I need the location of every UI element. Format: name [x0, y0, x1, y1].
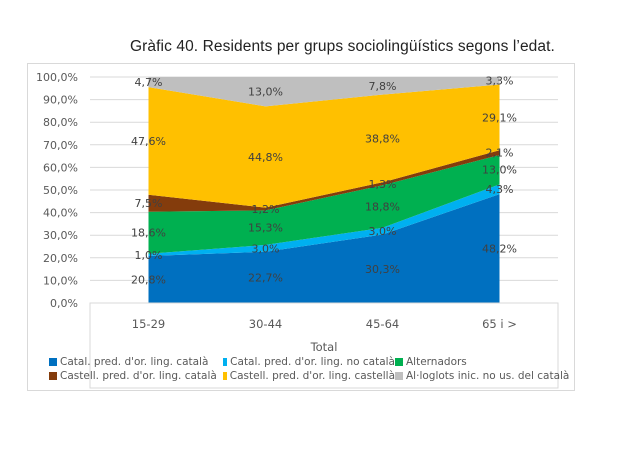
area-5 — [148, 77, 500, 107]
legend-item[interactable]: Catal. pred. d'or. ling. català — [49, 355, 223, 369]
x-axis-title: Total — [310, 340, 338, 354]
legend-swatch — [49, 372, 57, 380]
data-label: 15,3% — [248, 222, 283, 235]
y-tick-label: 20,0% — [43, 252, 78, 265]
legend-item[interactable]: Alternadors — [395, 355, 467, 369]
data-label: 30,3% — [365, 263, 400, 276]
data-label: 18,6% — [131, 227, 166, 240]
data-label: 7,8% — [369, 80, 397, 93]
data-label: 13,0% — [248, 86, 283, 99]
y-tick-label: 80,0% — [43, 116, 78, 129]
legend-label: Castell. pred. d'or. ling. català — [60, 370, 217, 382]
data-label: 4,3% — [486, 183, 514, 196]
data-labels: 20,8% 22,7% 30,3% 48,2% 1,0% 3,0% 3,0% 4,3% 18,6… — [131, 75, 517, 287]
chart-title: Gràfic 40. Residents per grups socioling… — [130, 38, 555, 55]
y-tick-label: 30,0% — [43, 229, 78, 242]
data-label: 20,8% — [131, 273, 166, 286]
x-tick-label: 15-29 — [132, 317, 165, 331]
legend-swatch — [49, 358, 57, 366]
legend-swatch — [223, 372, 227, 380]
area-3 — [148, 150, 500, 212]
legend: Catal. pred. d'or. ling. català Catal. p… — [49, 355, 589, 383]
legend-row-2: Castell. pred. d'or. ling. català Castel… — [49, 369, 589, 383]
legend-label: Alternadors — [406, 356, 467, 368]
data-label: 38,8% — [365, 132, 400, 145]
legend-item[interactable]: Al·loglots inic. no us. del català — [395, 369, 569, 383]
x-tick-label: 45-64 — [366, 317, 399, 331]
area-4 — [148, 84, 500, 208]
data-label: 3,0% — [252, 242, 280, 255]
x-axis-box — [89, 302, 559, 389]
y-axis-ticks: 0,0% 10,0% 20,0% 30,0% 40,0% 50,0% 60,0% 70,0% 8… — [36, 71, 78, 310]
data-label: 1,3% — [369, 178, 397, 191]
legend-item[interactable]: Castell. pred. d'or. ling. català — [49, 369, 223, 383]
legend-swatch — [395, 372, 403, 380]
x-tick-label: 65 i > — [482, 317, 517, 331]
data-label: 47,6% — [131, 135, 166, 148]
y-tick-label: 70,0% — [43, 139, 78, 152]
data-label: 44,8% — [248, 151, 283, 164]
legend-row-1: Catal. pred. d'or. ling. català Catal. p… — [49, 355, 589, 369]
y-tick-label: 60,0% — [43, 161, 78, 174]
x-tick-label: 30-44 — [249, 317, 282, 331]
y-tick-label: 100,0% — [36, 71, 78, 84]
data-label: 13,0% — [482, 164, 517, 177]
area-0 — [148, 194, 500, 303]
legend-item[interactable]: Castell. pred. d'or. ling. castellà — [223, 369, 395, 383]
y-tick-label: 0,0% — [50, 297, 78, 310]
data-label: 4,7% — [135, 76, 163, 89]
legend-label: Castell. pred. d'or. ling. castellà — [229, 370, 395, 382]
area-series — [148, 77, 500, 303]
area-2 — [148, 154, 500, 254]
data-label: 48,2% — [482, 243, 517, 256]
data-label: 2,1% — [486, 147, 514, 160]
legend-label: Al·loglots inic. no us. del català — [406, 370, 570, 382]
legend-label: Catal. pred. d'or. ling. català — [60, 356, 209, 368]
legend-label: Catal. pred. d'or. ling. no català — [230, 356, 395, 368]
data-label: 1,0% — [135, 249, 163, 262]
legend-item[interactable]: Catal. pred. d'or. ling. no català — [223, 355, 395, 369]
legend-swatch — [223, 358, 228, 366]
data-label: 29,1% — [482, 111, 517, 124]
data-label: 18,8% — [365, 200, 400, 213]
data-label: 3,0% — [369, 225, 397, 238]
data-label: 3,3% — [486, 75, 514, 88]
y-tick-label: 90,0% — [43, 94, 78, 107]
data-label: 1,2% — [252, 203, 280, 216]
area-1 — [148, 184, 500, 256]
x-axis: 15-29 30-44 45-64 65 i > — [89, 302, 559, 389]
data-label: 7,5% — [135, 197, 163, 210]
y-tick-label: 40,0% — [43, 207, 78, 220]
y-tick-label: 10,0% — [43, 274, 78, 287]
y-tick-label: 50,0% — [43, 184, 78, 197]
data-label: 22,7% — [248, 271, 283, 284]
legend-swatch — [395, 358, 403, 366]
